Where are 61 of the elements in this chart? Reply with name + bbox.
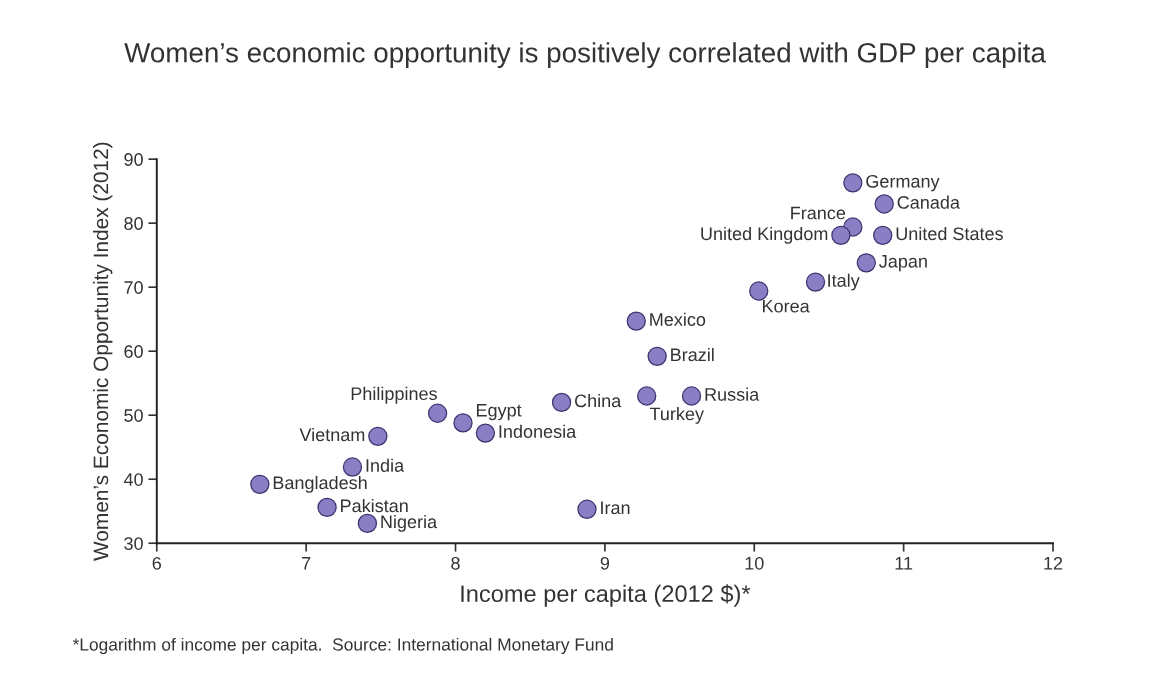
x-tick-label: 9 [600, 556, 610, 570]
y-axis-title: Women’s Economic Opportunity Index (2012) [92, 142, 113, 561]
x-tick-label: 10 [745, 556, 764, 570]
annotation: China [574, 393, 622, 408]
x-tick-label: 11 [895, 557, 913, 570]
annotation: Mexico [650, 312, 706, 326]
annotation: United Kingdom [701, 226, 828, 244]
y-tick-label: 70 [124, 281, 143, 294]
point [749, 281, 769, 301]
point [874, 194, 894, 214]
annotation: Italy [828, 273, 860, 291]
point [856, 253, 876, 273]
point [681, 386, 702, 406]
annotation: Canada [897, 195, 960, 209]
y-tick-label: 60 [124, 345, 143, 358]
point [317, 497, 337, 518]
annotation: Turkey [649, 407, 704, 424]
y-tick-label: 90 [124, 153, 143, 166]
point [250, 474, 270, 495]
annotation: Iran [601, 501, 630, 515]
annotation: Korea [763, 299, 810, 313]
point [637, 386, 657, 406]
annotation: Bangladesh [273, 475, 367, 493]
point [475, 423, 496, 443]
annotation: Germany [866, 174, 940, 192]
point [831, 225, 851, 246]
annotation: Vietnam [299, 427, 365, 442]
x-axis-title: Income per capita (2012 $)* [461, 584, 751, 607]
annotation: India [366, 458, 405, 472]
annotation: Indonesia [499, 424, 577, 438]
point [873, 225, 893, 246]
annotation: Egypt [476, 404, 522, 421]
x-tick-label: 12 [1044, 556, 1063, 570]
point [805, 272, 826, 292]
annotation: Philippines [351, 386, 437, 404]
point [626, 311, 646, 331]
point [368, 426, 388, 447]
annotation: Japan [879, 255, 927, 272]
y-tick-label: 50 [124, 409, 143, 422]
point [342, 457, 363, 477]
annotation: Nigeria [381, 514, 438, 532]
point [357, 513, 378, 534]
annotation: Russia [705, 387, 760, 401]
annotation: United States [896, 226, 1003, 241]
x-tick-label: 8 [451, 556, 460, 570]
point [427, 403, 448, 423]
y-tick-label: 30 [124, 537, 143, 550]
point [551, 392, 572, 413]
point [843, 173, 863, 193]
y-tick-label: 80 [124, 217, 143, 230]
text: *Logarithm of income per capita. Source: International Monetary Fund [72, 637, 613, 655]
y-tick-label: 40 [123, 473, 143, 486]
point [647, 346, 667, 366]
x-tick-label: 7 [302, 557, 311, 570]
x-tick-label: 6 [152, 556, 162, 570]
point [453, 413, 473, 433]
chart-title: Women’s economic opportunity is positively correlated with GDP per capita [124, 42, 1046, 69]
point [577, 499, 597, 519]
annotation: Brazil [671, 347, 714, 362]
annotation: France [791, 206, 846, 220]
annotation: Pakistan [341, 498, 408, 513]
